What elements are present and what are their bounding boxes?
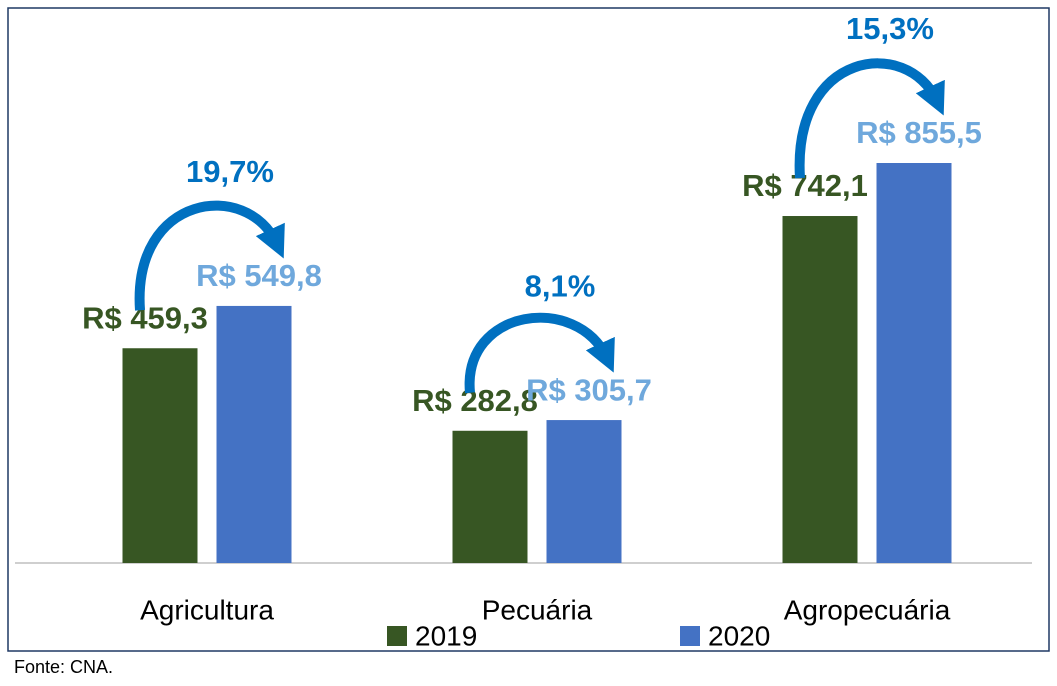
growth-label: 8,1% [525, 268, 596, 303]
growth-label: 19,7% [186, 154, 274, 189]
x-tick-label: Pecuária [482, 594, 593, 625]
legend-swatch [680, 626, 700, 646]
value-label: R$ 855,5 [856, 115, 982, 150]
growth-arrow [464, 312, 615, 394]
bar [216, 305, 292, 563]
growth-label: 15,3% [846, 11, 934, 46]
growth-arrow [134, 200, 285, 311]
value-label: R$ 305,7 [526, 372, 652, 407]
value-label: R$ 549,8 [196, 258, 322, 293]
source: Fonte: CNA. [14, 657, 113, 677]
value-label: R$ 459,3 [82, 300, 208, 335]
bar [452, 430, 528, 563]
x-tick-label: Agropecuária [784, 594, 951, 625]
legend-label: 2020 [708, 620, 770, 651]
growth-arrow [794, 58, 945, 179]
legend-swatch [387, 626, 407, 646]
bar [122, 348, 198, 563]
frame [7, 7, 1050, 652]
value-label: R$ 742,1 [742, 168, 868, 203]
bar [876, 163, 952, 563]
x-tick-label: Agricultura [140, 594, 274, 625]
legend-label: 2019 [415, 620, 477, 651]
bar [546, 420, 622, 563]
value-label: R$ 282,8 [412, 383, 538, 418]
bar [782, 216, 858, 564]
